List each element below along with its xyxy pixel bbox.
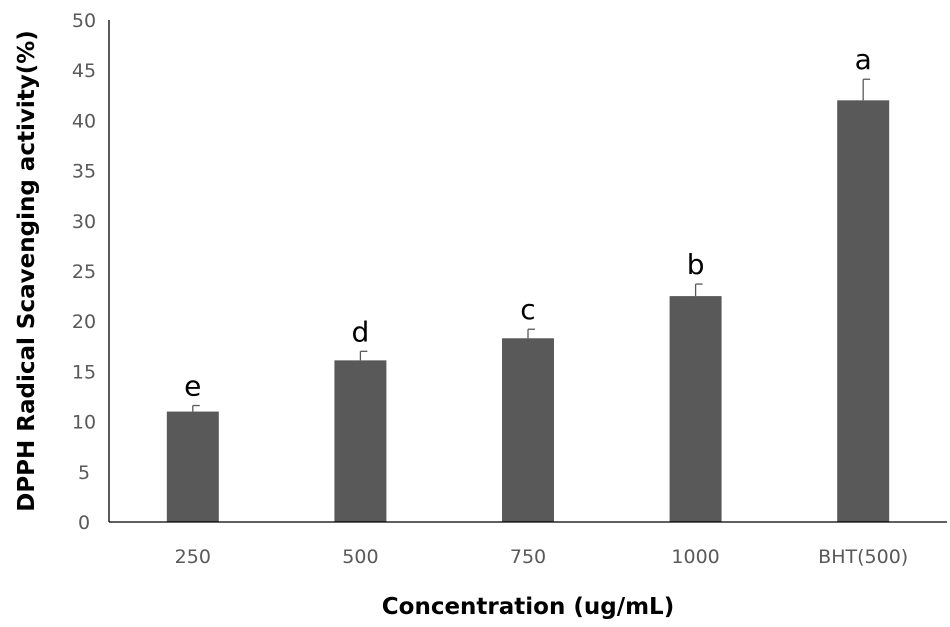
x-tick-label: 250: [175, 546, 211, 568]
bar: [502, 338, 554, 522]
bars: [166, 100, 890, 522]
y-tick-label: 10: [72, 412, 96, 434]
x-axis-title: Concentration (ug/mL): [382, 594, 674, 620]
y-tick-label: 30: [72, 211, 96, 233]
y-tick-label: 35: [72, 161, 96, 183]
bar: [166, 411, 219, 522]
significance-label: b: [687, 248, 705, 281]
bar: [334, 360, 387, 522]
significance-label: c: [520, 293, 535, 326]
y-tick-label: 20: [72, 311, 96, 333]
x-tick-label: 750: [510, 546, 546, 568]
y-tick-label: 50: [72, 10, 96, 32]
error-bars: [192, 78, 871, 412]
x-tick-label: 500: [342, 546, 378, 568]
significance-label: a: [855, 43, 872, 76]
y-tick-label: 5: [78, 462, 90, 484]
y-tick-label: 0: [78, 512, 90, 534]
bar: [837, 100, 890, 522]
bar: [669, 296, 722, 522]
y-tick-label: 25: [72, 261, 96, 283]
significance-label: d: [352, 315, 370, 348]
x-tick-label: BHT(500): [818, 546, 908, 568]
significance-labels: e d c b a: [184, 43, 872, 402]
x-axis-ticks: 250 500 750 1000 BHT(500): [175, 546, 909, 568]
y-tick-label: 45: [72, 60, 96, 82]
significance-label: e: [184, 370, 201, 403]
y-tick-label: 15: [72, 361, 96, 383]
y-axis-ticks: 0 5 10 15 20 25 30 35 40 45 50: [72, 10, 96, 534]
x-tick-label: 1000: [671, 546, 719, 568]
y-tick-label: 40: [72, 110, 96, 132]
y-axis-title: DPPH Radical Scavenging activity(%): [14, 30, 40, 512]
